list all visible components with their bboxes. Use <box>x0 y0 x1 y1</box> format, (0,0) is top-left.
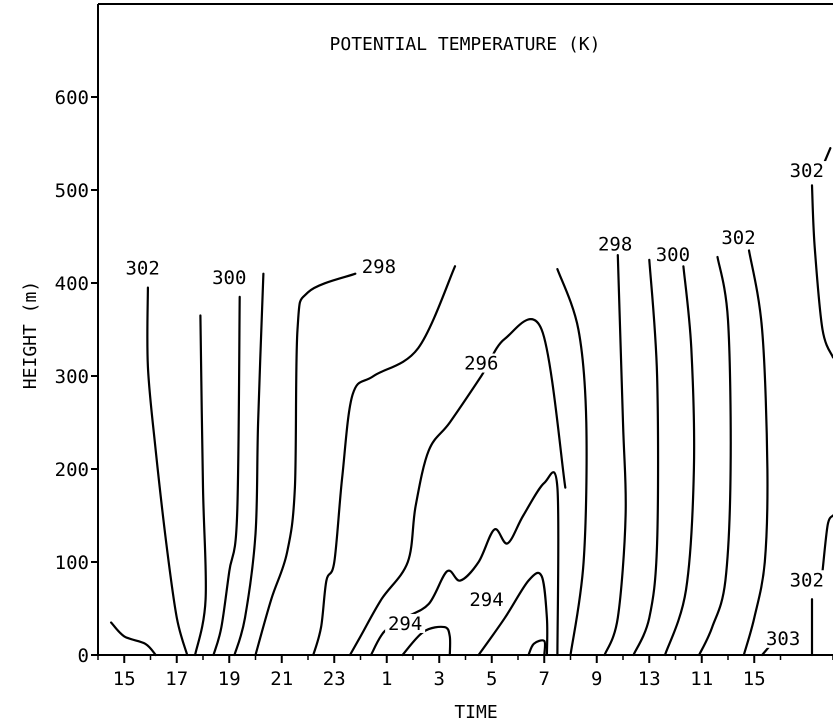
x-tick-label: 3 <box>434 668 445 690</box>
contour-label: 302 <box>125 258 159 280</box>
x-axis-title: TIME <box>454 702 497 723</box>
contour-label-background <box>466 589 507 609</box>
contour-line <box>663 265 696 657</box>
x-tick-label: 15 <box>113 668 136 690</box>
contour-line <box>146 286 189 657</box>
x-tick-label: 5 <box>486 668 497 690</box>
contour-labels: 302 300 298 296 294 294 298 300 302 303 302 302 <box>122 160 827 650</box>
contour-label: 300 <box>656 244 690 266</box>
contour-label: 302 <box>721 227 755 249</box>
x-tick-label: 23 <box>323 668 346 690</box>
contour-line <box>194 314 208 657</box>
y-tick-label: 300 <box>55 366 89 388</box>
contour-line <box>821 514 833 573</box>
contour-label-background <box>763 628 804 648</box>
contour-label: 296 <box>464 353 498 375</box>
contour-lines <box>110 147 833 657</box>
contour-label: 303 <box>766 628 800 650</box>
x-tick-label: 9 <box>591 668 602 690</box>
contour-line <box>110 621 157 657</box>
y-axis-title: HEIGHT (m) <box>20 281 41 389</box>
y-tick-label: 0 <box>78 645 89 667</box>
contour-label: 298 <box>598 234 632 256</box>
y-tick-label: 400 <box>55 273 89 295</box>
contour-label: 302 <box>790 569 824 591</box>
x-tick-label: 13 <box>638 668 661 690</box>
y-tick-label: 200 <box>55 459 89 481</box>
x-tick-label: 19 <box>218 668 241 690</box>
contour-line <box>603 254 627 657</box>
contour-label: 302 <box>790 160 824 182</box>
contour-line <box>556 268 588 657</box>
contour-label-background <box>209 268 250 287</box>
contour-label-background <box>718 228 759 248</box>
x-tick-label: 21 <box>270 668 293 690</box>
x-tick-label: 17 <box>165 668 188 690</box>
contour-line <box>233 272 265 657</box>
contour-label: 300 <box>212 267 246 289</box>
contour-line <box>742 249 769 657</box>
contour-label-background <box>652 244 693 264</box>
contour-line <box>810 184 833 359</box>
contour-label-background <box>461 353 502 373</box>
contour-line <box>477 571 549 657</box>
contour-line <box>698 255 732 657</box>
y-tick-label: 500 <box>55 180 89 202</box>
y-tick-label: 100 <box>55 552 89 574</box>
x-tick-label: 7 <box>539 668 550 690</box>
contour-label: 294 <box>469 589 503 611</box>
contour-label-background <box>358 256 399 276</box>
contour-label-background <box>385 613 426 633</box>
contour-line <box>527 639 547 657</box>
contour-line <box>348 318 567 657</box>
contour-label-background <box>595 234 636 254</box>
contour-line <box>401 625 452 657</box>
x-tick-label: 11 <box>690 668 713 690</box>
contour-line <box>312 265 457 657</box>
y-tick-label: 600 <box>55 87 89 109</box>
x-tick-label: 15 <box>743 668 766 690</box>
contour-label-background <box>786 570 827 590</box>
contour-line <box>632 258 660 657</box>
contour-label: 294 <box>388 613 422 635</box>
contour-label-background <box>786 161 827 181</box>
contour-label: 298 <box>362 256 396 278</box>
x-tick-label: 1 <box>381 668 392 690</box>
contour-line <box>254 272 357 657</box>
chart-title: POTENTIAL TEMPERATURE (K) <box>330 34 601 55</box>
contour-line <box>212 295 241 657</box>
contour-label-background <box>122 258 163 278</box>
